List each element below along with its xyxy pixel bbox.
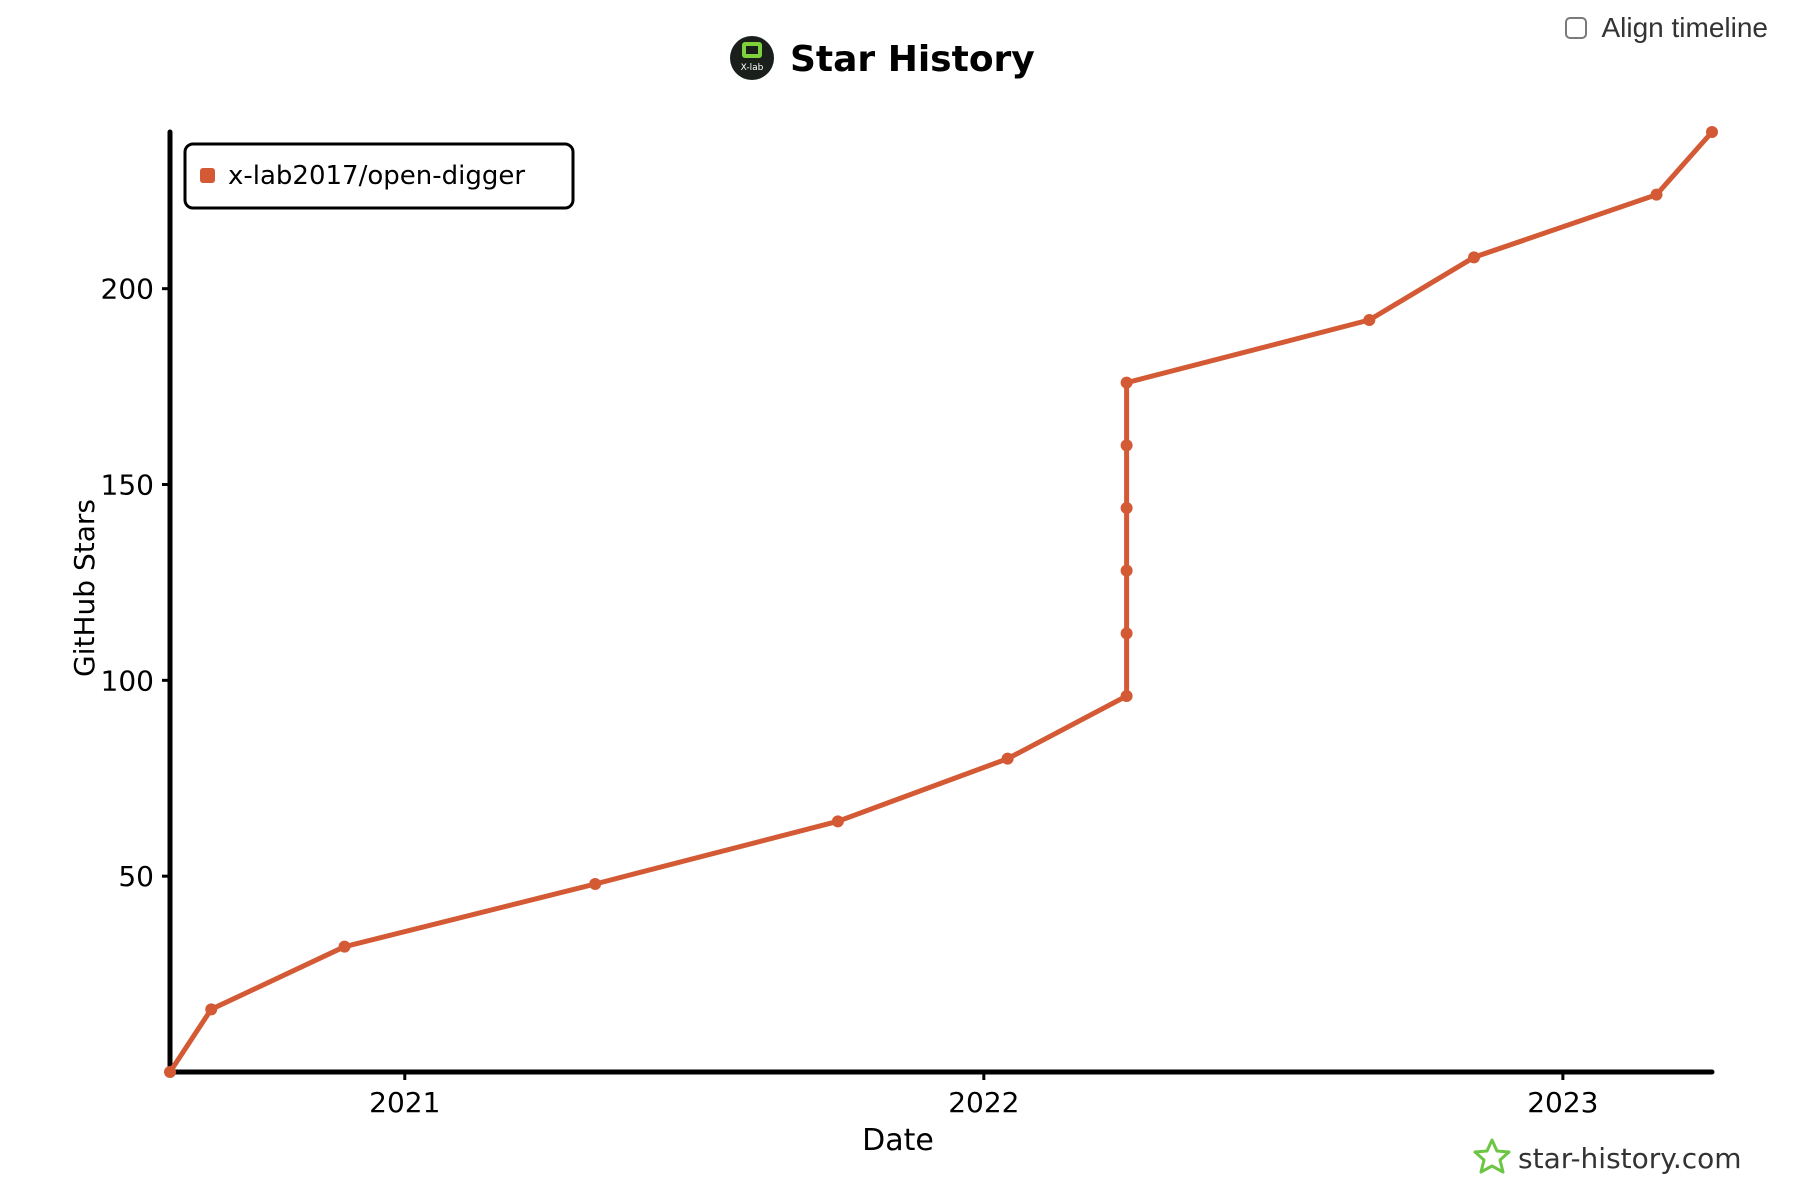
data-point [831,815,844,828]
star-icon [1473,1138,1511,1174]
watermark: star-history.com [1473,1138,1742,1175]
watermark-text: star-history.com [1518,1142,1742,1175]
x-tick-label: 2021 [369,1086,440,1119]
data-point [1001,752,1014,765]
y-tick-label: 150 [101,469,154,502]
y-tick-label: 100 [101,664,154,697]
data-point [1120,627,1133,640]
x-axis-ticks: 2021 2022 2023 [369,1072,1599,1119]
legend-swatch [200,168,215,183]
legend-label: x-lab2017/open-digger [228,161,525,191]
data-point [1120,564,1133,577]
series-points [164,126,1718,1078]
series-line [167,129,1715,1075]
legend-box [183,142,575,210]
x-axis-label: Date [862,1123,934,1158]
x-tick-label: 2023 [1527,1086,1598,1119]
data-point [1120,502,1133,514]
align-timeline-toggle[interactable]: Align timeline [1565,12,1768,44]
y-tick-label: 50 [118,860,154,893]
data-point [1120,439,1133,452]
data-point [1706,126,1718,138]
data-point [1650,188,1663,201]
y-tick-label: 200 [101,273,154,306]
y-axis-ticks: 50 100 150 200 [101,273,170,893]
data-point [1363,314,1376,326]
data-point [205,1003,218,1016]
data-point [1468,251,1481,264]
data-point [1120,690,1133,702]
data-point [164,1066,176,1078]
legend: x-lab2017/open-digger [183,142,575,210]
data-point [1120,376,1133,389]
chart-title: Star History [790,39,1035,80]
align-timeline-label: Align timeline [1601,12,1768,43]
y-axis-label: GitHub Stars [68,499,101,677]
x-tick-label: 2022 [948,1086,1019,1119]
align-timeline-checkbox[interactable] [1565,17,1588,39]
xlab-logo-text: X-lab [741,63,764,73]
data-point [338,940,351,953]
data-point [589,878,602,890]
chart-header: X-lab Star History [730,36,1035,80]
xlab-logo: X-lab [730,36,774,80]
